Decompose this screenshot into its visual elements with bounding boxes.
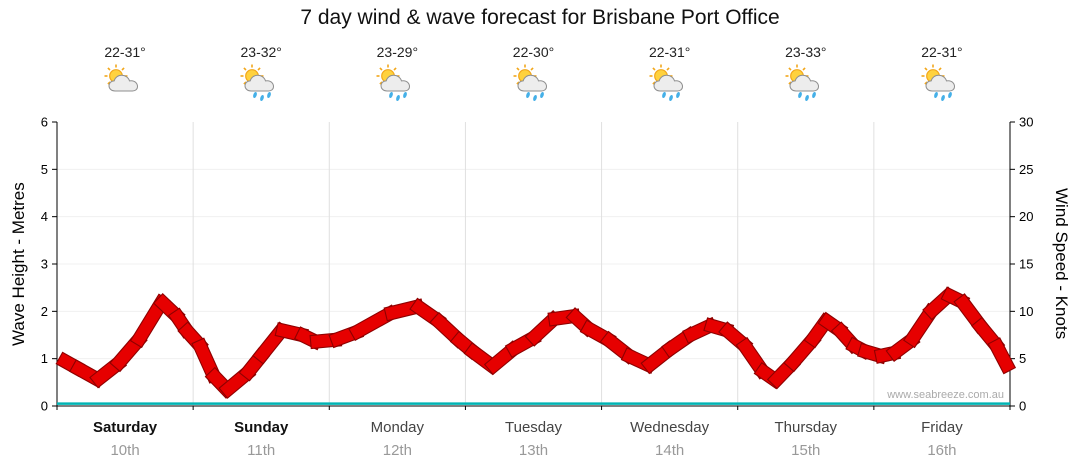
svg-text:0: 0	[1019, 399, 1026, 414]
svg-text:2: 2	[41, 304, 48, 319]
day-name: Thursday	[774, 419, 838, 436]
weather-icon	[102, 64, 148, 109]
left-axis-ticks: 0 1 2 3 4 5 6	[41, 115, 57, 414]
svg-text:4: 4	[41, 209, 48, 224]
temperature-range: 22-30°	[512, 44, 555, 60]
day-name: Sunday	[234, 419, 289, 436]
day-name: Wednesday	[630, 419, 710, 436]
day-date: 13th	[518, 442, 549, 459]
temperature-range: 23-29°	[376, 44, 419, 60]
weather-icon	[238, 64, 284, 109]
svg-text:25: 25	[1019, 162, 1033, 177]
day-date: 11th	[247, 442, 276, 459]
temperature-range: 23-33°	[785, 44, 827, 60]
sun-cloud-rain-icon	[649, 64, 683, 101]
sun-cloud-icon	[104, 64, 139, 92]
svg-text:3: 3	[41, 257, 48, 272]
right-axis-label: Wind Speed - Knots	[1052, 188, 1071, 340]
day-date: 14th	[655, 442, 685, 459]
weather-icons-row	[0, 64, 1080, 110]
temperature-row: 22-31° 23-32° 23-29° 22-30° 22-31° 23-33° 22-3…	[0, 44, 1080, 62]
day-dates-row: 10th 11th 12th 13th 14th 15th 16th	[0, 442, 1080, 460]
sun-cloud-rain-icon	[376, 64, 411, 101]
temperature-range: 23-32°	[240, 44, 282, 60]
day-name: Saturday	[92, 419, 158, 436]
right-axis-ticks: 0 5 10 15 20 25 30	[1010, 115, 1033, 414]
svg-text:5: 5	[1019, 351, 1026, 366]
sun-cloud-rain-icon	[240, 64, 275, 101]
sun-cloud-rain-icon	[513, 64, 547, 101]
day-date: 12th	[382, 442, 412, 459]
temperature-range: 22-31°	[648, 44, 691, 60]
temperature-range: 22-31°	[104, 44, 146, 60]
sun-cloud-rain-icon	[921, 64, 955, 101]
weather-icon	[783, 64, 829, 109]
watermark: www.seabreeze.com.au	[887, 389, 1004, 401]
weather-icon	[374, 64, 420, 109]
temperature-range: 22-31°	[921, 44, 963, 60]
svg-text:10: 10	[1019, 304, 1033, 319]
svg-text:30: 30	[1019, 115, 1033, 130]
x-axis-ticks	[56, 406, 1011, 410]
day-name: Friday	[921, 419, 963, 436]
wind-speed-series	[55, 286, 1017, 399]
svg-text:6: 6	[41, 115, 48, 130]
weather-icon	[511, 64, 557, 109]
svg-text:5: 5	[41, 162, 48, 177]
svg-text:0: 0	[41, 399, 48, 414]
sun-cloud-rain-icon	[785, 64, 819, 101]
day-boundary-gridlines	[192, 122, 875, 406]
day-date: 16th	[927, 442, 957, 459]
weather-icon	[919, 64, 965, 109]
svg-text:20: 20	[1019, 209, 1033, 224]
chart-title: 7 day wind & wave forecast for Brisbane …	[300, 6, 780, 29]
horizontal-gridlines	[57, 168, 1010, 360]
day-name: Tuesday	[505, 419, 562, 436]
day-name: Monday	[370, 419, 425, 436]
weather-icon	[647, 64, 693, 109]
day-date: 15th	[791, 442, 821, 459]
day-date: 10th	[110, 442, 140, 459]
day-names-row: Saturday Sunday Monday Tuesday Wednesday Thur…	[0, 419, 1080, 437]
svg-text:15: 15	[1019, 257, 1033, 272]
svg-text:1: 1	[41, 351, 48, 366]
